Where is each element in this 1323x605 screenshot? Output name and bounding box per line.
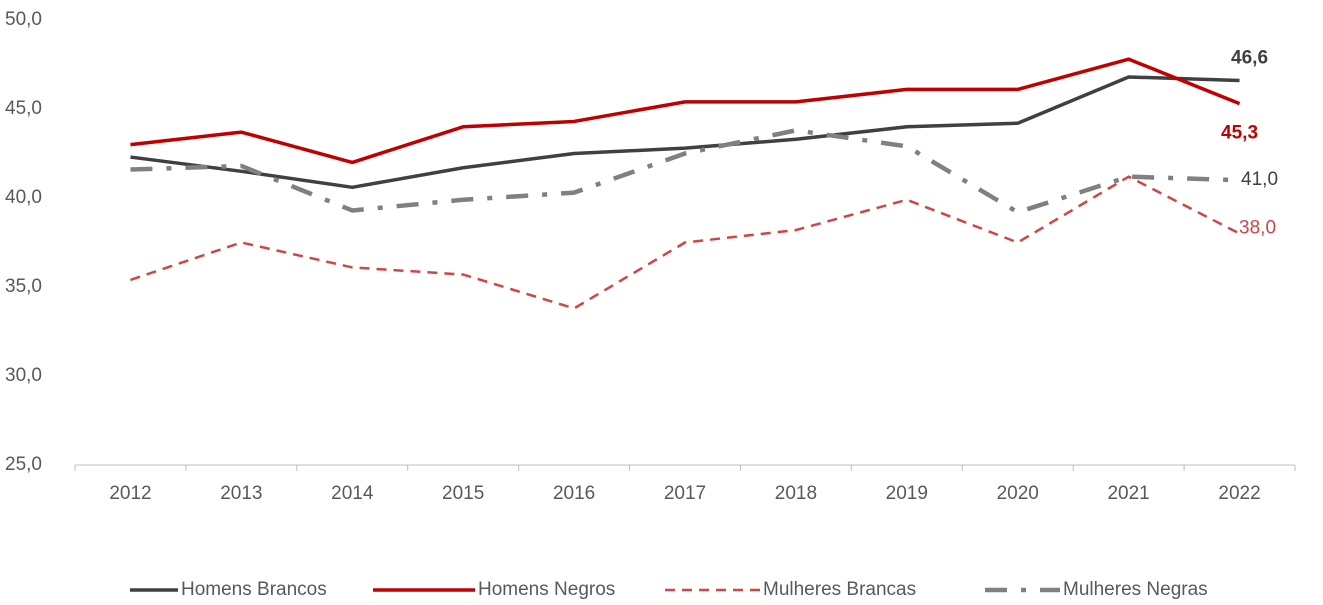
- x-tick-label: 2019: [886, 483, 928, 504]
- x-tick-label: 2014: [331, 483, 374, 504]
- y-tick-label: 35,0: [5, 276, 42, 297]
- legend-label: Homens Negros: [478, 579, 615, 600]
- x-tick-label: 2013: [220, 483, 262, 504]
- series-line: [130, 175, 1241, 310]
- y-tick-label: 30,0: [5, 365, 42, 386]
- legend-label: Homens Brancos: [181, 579, 327, 600]
- y-tick-label: 25,0: [5, 454, 42, 475]
- y-tick-label: 40,0: [5, 187, 42, 208]
- series-line: [130, 128, 1240, 215]
- x-tick-label: 2018: [775, 483, 817, 504]
- legend-label: Mulheres Brancas: [763, 579, 916, 600]
- y-tick-label: 50,0: [5, 9, 42, 30]
- data-label: 46,6: [1231, 48, 1268, 69]
- x-tick-label: 2022: [1218, 483, 1260, 504]
- legend-label: Mulheres Negras: [1063, 579, 1208, 600]
- x-tick-label: 2015: [442, 483, 484, 504]
- y-tick-label: 45,0: [5, 98, 42, 119]
- x-tick-label: 2017: [664, 483, 706, 504]
- series-line: [130, 57, 1241, 165]
- data-label: 45,3: [1221, 123, 1258, 144]
- x-tick-label: 2021: [1107, 483, 1149, 504]
- data-label: 41,0: [1241, 169, 1278, 190]
- x-tick-label: 2016: [553, 483, 595, 504]
- x-tick-label: 2020: [997, 483, 1039, 504]
- series-line: [130, 75, 1240, 190]
- x-tick-label: 2012: [109, 483, 151, 504]
- data-label: 38,0: [1239, 218, 1276, 239]
